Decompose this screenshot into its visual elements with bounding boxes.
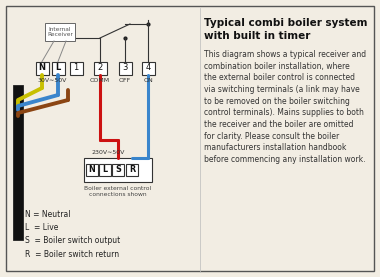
Bar bbox=[84, 158, 152, 182]
Bar bbox=[86, 164, 98, 176]
Text: OFF: OFF bbox=[119, 78, 131, 83]
Bar bbox=[45, 23, 75, 41]
Text: 230V∼50V: 230V∼50V bbox=[91, 150, 125, 155]
Text: Internal
Receiver: Internal Receiver bbox=[47, 27, 73, 37]
Bar bbox=[126, 164, 138, 176]
Text: 2: 2 bbox=[97, 63, 103, 73]
Bar bbox=[35, 61, 49, 75]
Text: 4: 4 bbox=[146, 63, 150, 73]
Text: L: L bbox=[103, 165, 108, 175]
Text: L: L bbox=[55, 63, 61, 73]
Text: R: R bbox=[129, 165, 135, 175]
Bar bbox=[119, 61, 131, 75]
Text: N: N bbox=[38, 63, 46, 73]
Bar bbox=[141, 61, 155, 75]
Bar bbox=[99, 164, 111, 176]
Text: COMM: COMM bbox=[90, 78, 110, 83]
Text: ON: ON bbox=[143, 78, 153, 83]
Text: 30V∼50V: 30V∼50V bbox=[37, 78, 66, 83]
Text: S: S bbox=[115, 165, 121, 175]
Text: 1: 1 bbox=[73, 63, 79, 73]
Text: Typical combi boiler system
with built in timer: Typical combi boiler system with built i… bbox=[204, 18, 367, 41]
Text: Boiler external control
connections shown: Boiler external control connections show… bbox=[84, 186, 152, 197]
Bar bbox=[112, 164, 124, 176]
Text: 3: 3 bbox=[122, 63, 128, 73]
Bar bbox=[70, 61, 82, 75]
Bar bbox=[13, 85, 23, 240]
Bar bbox=[52, 61, 65, 75]
Text: N: N bbox=[89, 165, 95, 175]
Bar bbox=[93, 61, 106, 75]
Text: N = Neutral
L  = Live
S  = Boiler switch output
R  = Boiler switch return: N = Neutral L = Live S = Boiler switch o… bbox=[25, 210, 120, 259]
Text: This diagram shows a typical receiver and
combination boiler installation, where: This diagram shows a typical receiver an… bbox=[204, 50, 366, 164]
